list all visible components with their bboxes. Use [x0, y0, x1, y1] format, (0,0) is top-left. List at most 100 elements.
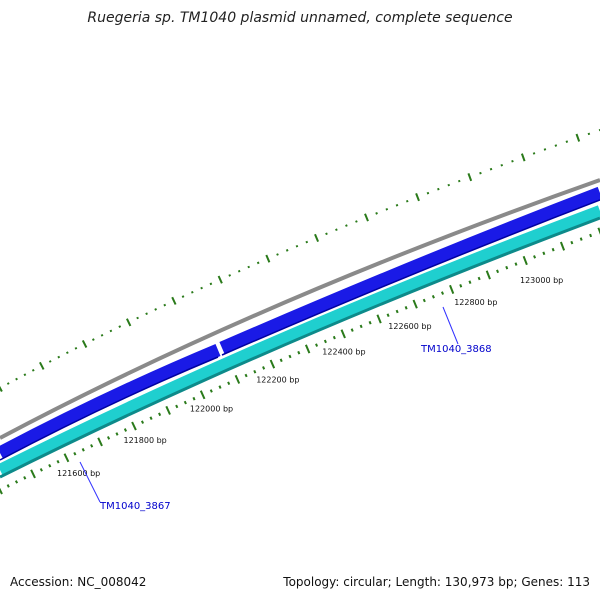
- outer-tick-ring: [0, 129, 600, 392]
- scale-minor-tick: [505, 265, 509, 270]
- outer-minor-tick: [154, 308, 157, 311]
- outer-minor-tick: [163, 303, 167, 307]
- outer-minor-tick: [190, 290, 194, 294]
- scale-minor-tick: [297, 350, 301, 355]
- scale-major-tick: [485, 270, 491, 280]
- scale-minor-tick: [115, 432, 119, 436]
- scale-label: 122200 bp: [256, 375, 299, 384]
- outer-minor-tick: [256, 261, 260, 265]
- scale-minor-tick: [323, 339, 327, 344]
- outer-minor-tick: [276, 253, 279, 256]
- scale-minor-tick: [589, 233, 593, 238]
- scale-minor-tick: [386, 313, 390, 317]
- outer-minor-tick: [6, 382, 10, 385]
- reverse-gene-edge: [0, 216, 600, 479]
- outer-minor-tick: [118, 325, 122, 328]
- scale-minor-tick: [440, 291, 445, 295]
- scale-minor-tick: [570, 240, 574, 245]
- scale-minor-tick: [23, 476, 27, 480]
- scale-major-tick: [30, 469, 36, 479]
- outer-minor-tick: [57, 355, 61, 359]
- scale-major-tick: [376, 314, 382, 324]
- outer-minor-tick: [31, 368, 35, 372]
- scale-minor-tick: [350, 328, 354, 332]
- scale-minor-tick: [183, 400, 187, 405]
- forward-gene-block-1[interactable]: [0, 344, 221, 459]
- outer-major-tick: [171, 296, 177, 305]
- outer-major-tick: [81, 339, 88, 348]
- scale-minor-tick: [514, 262, 518, 266]
- outer-minor-tick: [92, 338, 95, 341]
- outer-minor-tick: [385, 207, 389, 211]
- scale-minor-tick: [56, 459, 60, 464]
- scale-minor-tick: [244, 373, 248, 378]
- scale-minor-tick: [288, 354, 292, 359]
- scale-minor-tick: [533, 255, 537, 259]
- scale-minor-tick: [262, 366, 266, 370]
- scale-minor-tick: [140, 420, 145, 424]
- scale-minor-tick: [123, 428, 128, 432]
- scale-major-tick: [304, 344, 311, 354]
- scale-major-tick: [269, 359, 276, 369]
- outer-minor-tick: [325, 232, 328, 236]
- gene-label-tm1040-3867[interactable]: TM1040_3867: [99, 501, 171, 512]
- scale-minor-tick: [279, 358, 283, 363]
- outer-minor-tick: [500, 163, 504, 167]
- scale-major-tick: [165, 405, 171, 415]
- scale-labels: 121600 bp 121800 bp 122000 bp 122200 bp 1224…: [57, 276, 563, 478]
- scale-major-tick: [597, 227, 600, 235]
- gene-label-tm1040-3868[interactable]: TM1040_3868: [420, 344, 492, 355]
- outer-minor-tick: [532, 152, 536, 155]
- outer-minor-tick: [457, 179, 461, 183]
- outer-minor-tick: [295, 244, 299, 248]
- scale-minor-tick: [73, 451, 77, 456]
- scale-major-tick: [234, 374, 241, 384]
- scale-minor-tick: [477, 276, 481, 281]
- outer-minor-tick: [200, 286, 203, 290]
- outer-minor-tick: [209, 282, 213, 286]
- scale-major-tick: [559, 241, 566, 251]
- forward-gene-block-2[interactable]: [219, 186, 600, 354]
- scale-major-tick: [449, 284, 455, 294]
- outer-major-tick: [265, 254, 271, 263]
- gene-callout-line-3868: [442, 306, 459, 345]
- scale-major-tick: [131, 421, 137, 431]
- scale-minor-tick: [459, 284, 463, 288]
- forward-gene-edge: [0, 199, 600, 461]
- scale-minor-tick: [14, 480, 19, 484]
- scale-major-tick: [63, 453, 70, 463]
- reverse-gene-block[interactable]: [0, 205, 600, 476]
- scale-minor-tick: [158, 412, 162, 417]
- outer-minor-tick: [437, 187, 440, 191]
- scale-minor-tick: [468, 280, 472, 284]
- outer-minor-tick: [136, 316, 139, 320]
- outer-minor-tick: [426, 191, 430, 195]
- outer-minor-tick: [100, 333, 104, 337]
- outer-major-tick: [575, 133, 581, 142]
- scale-label: 121800 bp: [124, 436, 167, 445]
- scale-minor-tick: [149, 416, 153, 421]
- scale-label: 123000 bp: [520, 276, 563, 285]
- scale-minor-tick: [227, 381, 231, 386]
- outer-minor-tick: [247, 265, 251, 269]
- outer-minor-tick: [479, 171, 482, 175]
- outer-minor-tick: [543, 148, 547, 151]
- scale-minor-tick: [579, 237, 583, 241]
- scale-minor-tick: [496, 269, 500, 274]
- outer-minor-tick: [181, 295, 185, 298]
- scale-minor-tick: [192, 396, 196, 401]
- outer-minor-tick: [554, 144, 558, 147]
- scale-minor-tick: [395, 309, 399, 314]
- scale-minor-tick: [332, 335, 336, 340]
- scale-minor-tick: [6, 484, 10, 488]
- outer-minor-tick: [305, 240, 309, 244]
- outer-major-tick: [126, 318, 132, 327]
- scale-minor-tick: [542, 251, 546, 256]
- outer-major-tick: [217, 275, 223, 284]
- scale-minor-tick: [39, 468, 43, 472]
- outer-major-tick: [0, 385, 3, 392]
- outer-minor-tick: [74, 346, 78, 350]
- outer-minor-tick: [345, 224, 348, 227]
- scale-label: 122400 bp: [322, 348, 365, 357]
- scale-minor-tick: [368, 320, 372, 325]
